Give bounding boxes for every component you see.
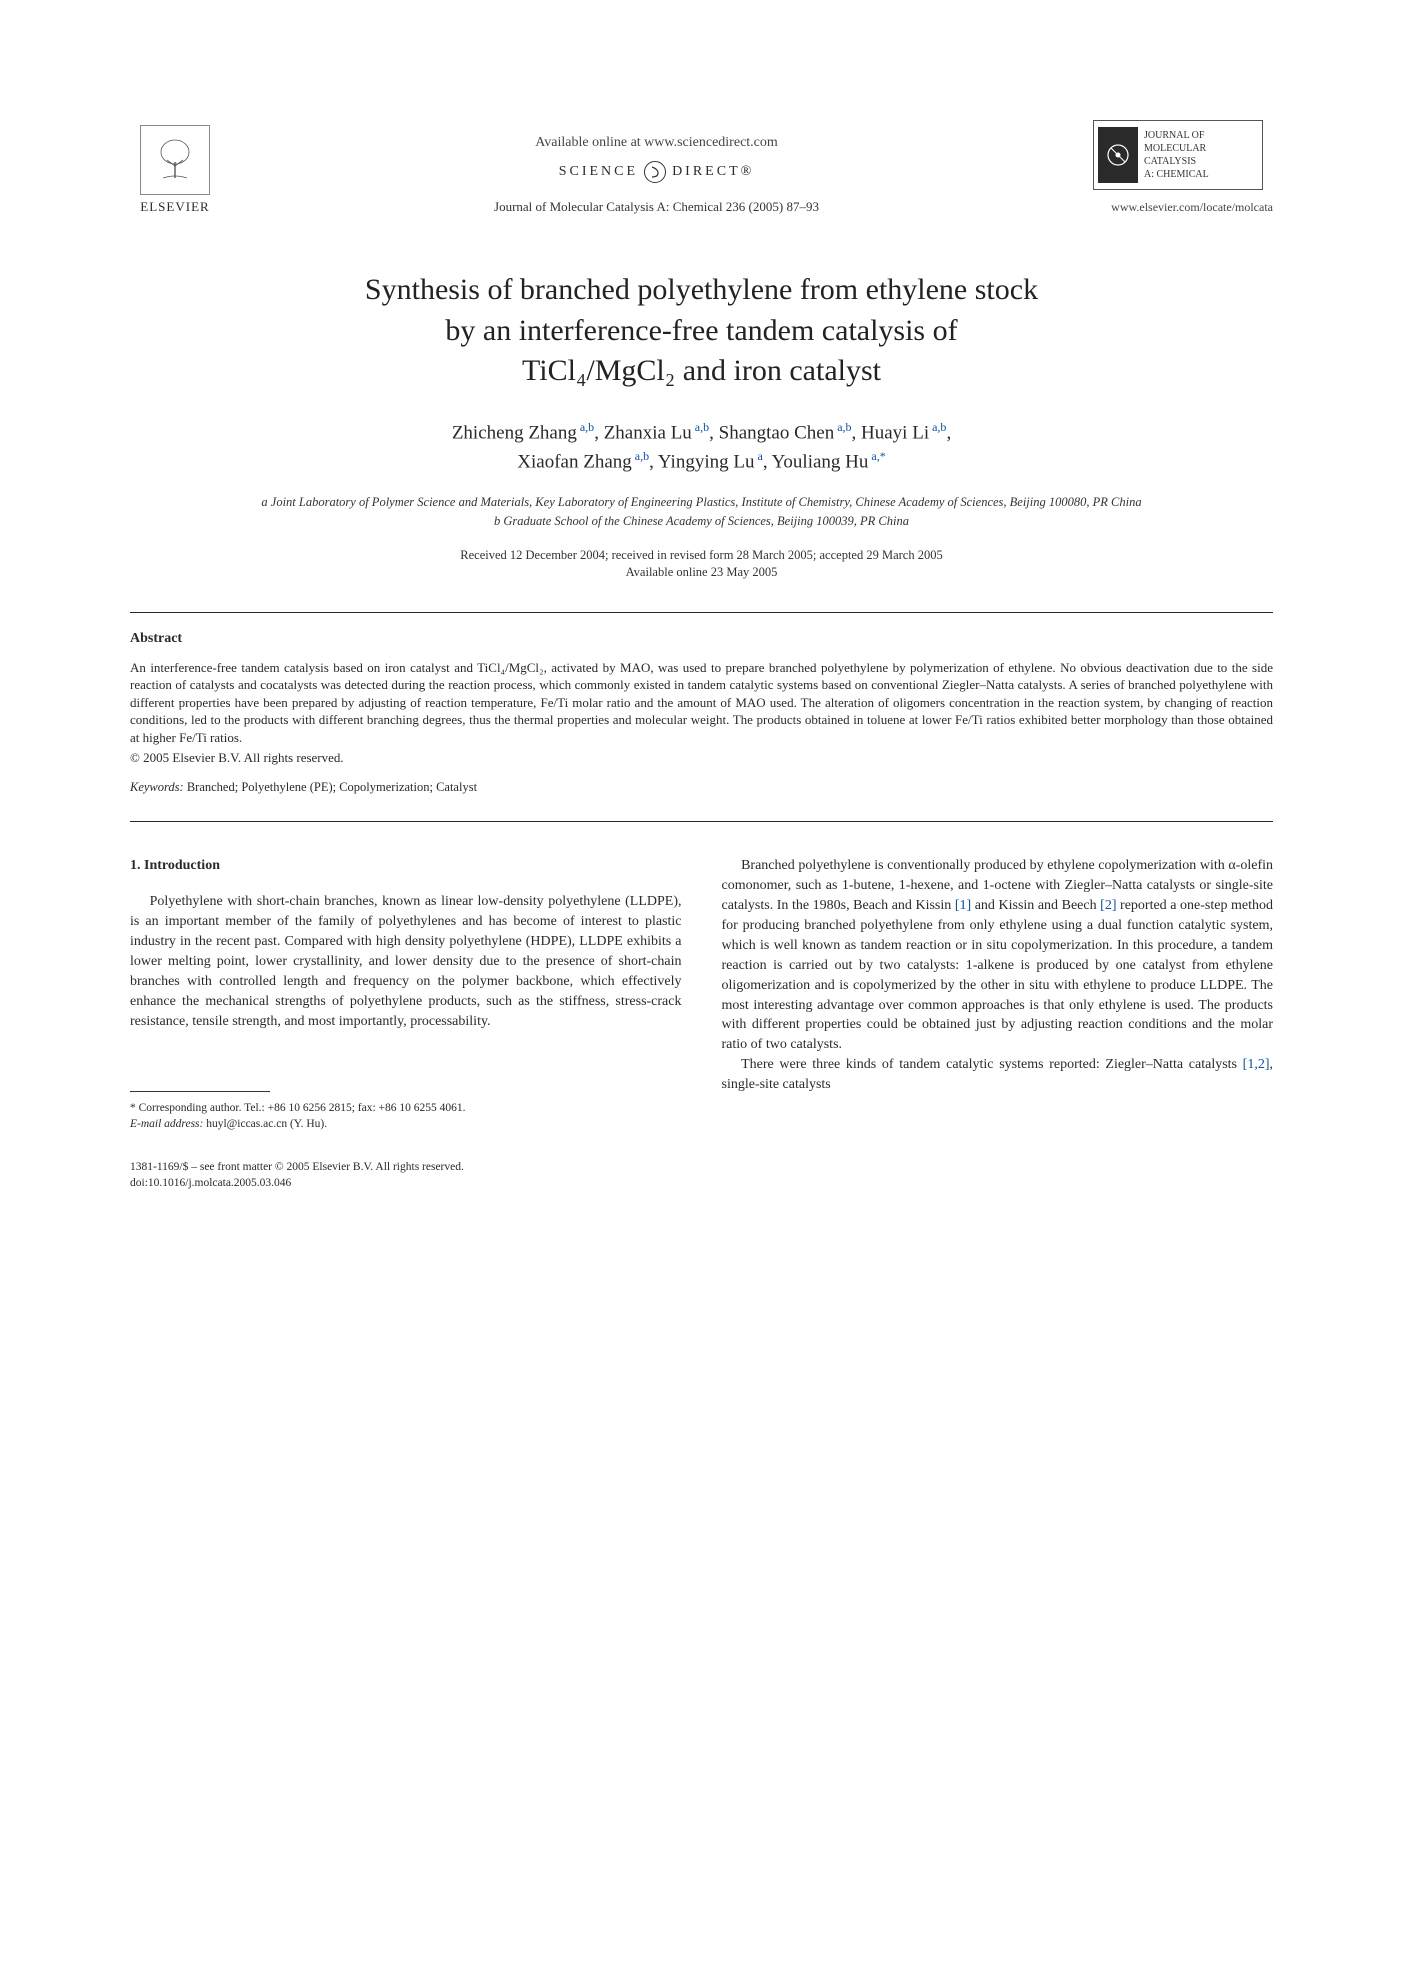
dates-line1: Received 12 December 2004; received in r… — [130, 547, 1273, 565]
science-direct-logo: SCIENCE DIRECT® — [220, 161, 1093, 183]
column-right: Branched polyethylene is conventionally … — [722, 856, 1274, 1190]
body-columns: 1. Introduction Polyethylene with short-… — [130, 856, 1273, 1190]
affiliations: a Joint Laboratory of Polymer Science an… — [130, 493, 1273, 531]
elsevier-tree-icon — [140, 125, 210, 195]
keywords: Keywords: Branched; Polyethylene (PE); C… — [130, 780, 1273, 795]
dates-line2: Available online 23 May 2005 — [130, 564, 1273, 582]
header-row: ELSEVIER Available online at www.science… — [130, 120, 1273, 215]
intro-p3-a: There were three kinds of tandem catalyt… — [741, 1057, 1243, 1072]
footnote-email-label: E-mail address: — [130, 1118, 203, 1130]
available-online-text: Available online at www.sciencedirect.co… — [220, 135, 1093, 151]
science-direct-icon — [644, 161, 666, 183]
keywords-label: Keywords: — [130, 780, 184, 794]
abstract-heading: Abstract — [130, 631, 1273, 647]
rule-bottom — [130, 821, 1273, 822]
footer-line1: 1381-1169/$ – see front matter © 2005 El… — [130, 1159, 682, 1175]
center-header: Available online at www.sciencedirect.co… — [220, 135, 1093, 215]
dates: Received 12 December 2004; received in r… — [130, 547, 1273, 582]
intro-heading: 1. Introduction — [130, 856, 682, 876]
footnote-email-value: huyl@iccas.ac.cn (Y. Hu). — [203, 1118, 327, 1130]
elsevier-label: ELSEVIER — [140, 199, 209, 215]
footnote-email: E-mail address: huyl@iccas.ac.cn (Y. Hu)… — [130, 1116, 682, 1132]
elsevier-logo: ELSEVIER — [130, 125, 220, 215]
journal-cover: JOURNAL OF MOLECULAR CATALYSIS A: CHEMIC… — [1093, 120, 1263, 190]
journal-logo-box: JOURNAL OF MOLECULAR CATALYSIS A: CHEMIC… — [1093, 120, 1273, 215]
abstract-copyright: © 2005 Elsevier B.V. All rights reserved… — [130, 750, 1273, 766]
footer: 1381-1169/$ – see front matter © 2005 El… — [130, 1159, 682, 1191]
footnote-corresponding: * Corresponding author. Tel.: +86 10 625… — [130, 1100, 682, 1116]
ref-1-2[interactable]: [1,2] — [1243, 1057, 1270, 1072]
affiliation-a: a Joint Laboratory of Polymer Science an… — [130, 493, 1273, 512]
journal-cover-icon — [1098, 127, 1138, 183]
ref-2[interactable]: [2] — [1100, 898, 1116, 913]
intro-p3: There were three kinds of tandem catalyt… — [722, 1055, 1274, 1095]
intro-p1: Polyethylene with short-chain branches, … — [130, 892, 682, 1031]
science-direct-left: SCIENCE — [559, 164, 638, 180]
title-line1: Synthesis of branched polyethylene from … — [365, 273, 1038, 306]
keywords-text: Branched; Polyethylene (PE); Copolymeriz… — [184, 780, 477, 794]
title-line3: TiCl₄/MgCl₂ and iron catalyst — [522, 354, 881, 387]
abstract-body: An interference-free tandem catalysis ba… — [130, 659, 1273, 747]
science-direct-right: DIRECT® — [672, 164, 754, 180]
column-left: 1. Introduction Polyethylene with short-… — [130, 856, 682, 1190]
footnote-rule — [130, 1091, 270, 1092]
authors: Zhicheng Zhang a,b, Zhanxia Lu a,b, Shan… — [130, 418, 1273, 478]
intro-p2: Branched polyethylene is conventionally … — [722, 856, 1274, 1055]
ref-1[interactable]: [1] — [955, 898, 971, 913]
intro-p2-c: reported a one-step method for producing… — [722, 898, 1274, 1052]
rule-top — [130, 612, 1273, 613]
journal-cover-title: JOURNAL OF MOLECULAR CATALYSIS A: CHEMIC… — [1144, 129, 1209, 181]
intro-p2-b: and Kissin and Beech — [971, 898, 1100, 913]
journal-url: www.elsevier.com/locate/molcata — [1093, 200, 1273, 215]
title-line2: by an interference-free tandem catalysis… — [445, 314, 957, 347]
abstract-section: Abstract An interference-free tandem cat… — [130, 631, 1273, 796]
journal-citation: Journal of Molecular Catalysis A: Chemic… — [220, 199, 1093, 215]
title-block: Synthesis of branched polyethylene from … — [130, 270, 1273, 582]
affiliation-b: b Graduate School of the Chinese Academy… — [130, 512, 1273, 531]
paper-title: Synthesis of branched polyethylene from … — [130, 270, 1273, 392]
footer-line2: doi:10.1016/j.molcata.2005.03.046 — [130, 1175, 682, 1191]
